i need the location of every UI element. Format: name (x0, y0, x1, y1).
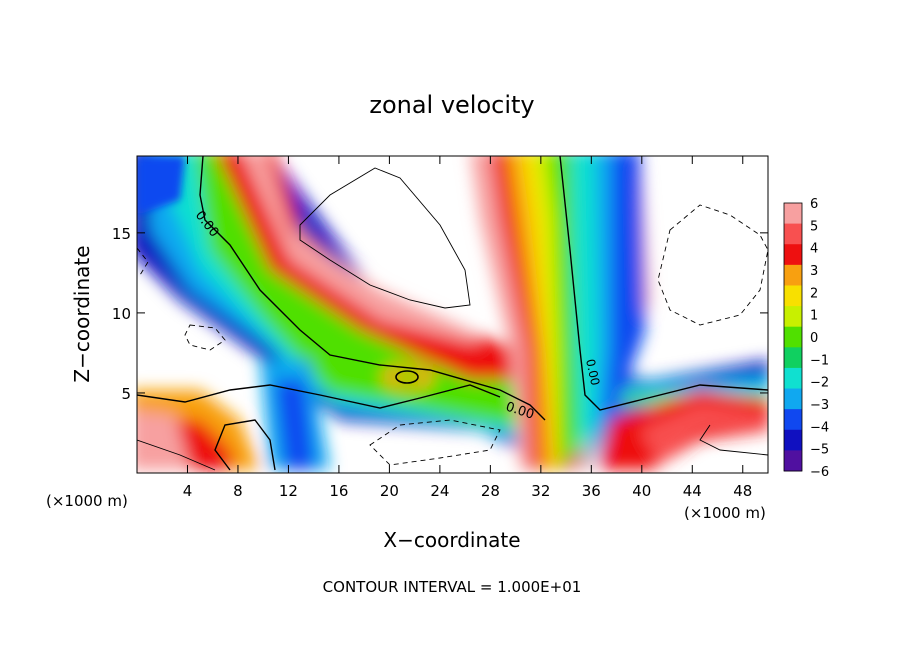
x-axis-label: X−coordinate (383, 528, 520, 552)
x-tick-label: 8 (233, 482, 243, 500)
y-tick-label: 5 (121, 385, 131, 403)
colorbar: 6 5 4 3 2 1 0 −1 −2 −3 −4 −5 −6 (783, 197, 829, 480)
colorbar-label: 4 (810, 242, 818, 257)
colorbar-swatch (784, 367, 802, 390)
colorbar-swatch (784, 409, 802, 431)
y-axis: 5 10 15 (112, 225, 768, 403)
x-tick-label: 20 (380, 482, 399, 500)
x-unit-right: (×1000 m) (684, 504, 766, 522)
x-tick-label: 40 (632, 482, 651, 500)
x-tick-label: 44 (683, 482, 702, 500)
x-tick-label: 4 (183, 482, 193, 500)
colorbar-swatch (784, 326, 802, 348)
x-tick-label: 32 (531, 482, 550, 500)
contour-lines (137, 156, 768, 471)
colorbar-label: 3 (810, 264, 818, 279)
colorbar-swatch (784, 347, 802, 369)
x-tick-label: 12 (279, 482, 298, 500)
colorbar-label: 1 (810, 309, 818, 324)
colorbar-swatch (784, 223, 802, 245)
colorbar-swatch (784, 244, 802, 266)
x-tick-label: 28 (481, 482, 500, 500)
colorbar-label: −3 (810, 398, 829, 413)
colorbar-swatch (784, 429, 802, 451)
x-tick-label: 36 (582, 482, 601, 500)
chart-title: zonal velocity (369, 91, 534, 119)
velocity-field (137, 156, 768, 473)
colorbar-swatch (784, 450, 802, 472)
colorbar-label: −2 (810, 376, 829, 391)
plot-frame (136, 155, 769, 474)
colorbar-label: 6 (810, 197, 818, 212)
colorbar-swatch (784, 264, 802, 286)
x-tick-label: 48 (733, 482, 752, 500)
x-tick-label: 16 (329, 482, 348, 500)
x-tick-label: 24 (430, 482, 449, 500)
contour-label: 0.00 (583, 358, 602, 387)
y-tick-label: 15 (112, 225, 131, 243)
colorbar-swatch (784, 203, 802, 225)
x-unit-left: (×1000 m) (46, 492, 128, 510)
colorbar-label: −1 (810, 353, 829, 368)
colorbar-label: −6 (810, 465, 829, 480)
x-axis: 4 8 12 16 20 24 28 32 36 40 44 48 (183, 156, 752, 500)
contour-interval-note: CONTOUR INTERVAL = 1.000E+01 (323, 578, 582, 596)
colorbar-label: 0 (810, 331, 818, 346)
colorbar-label: −5 (810, 443, 829, 458)
colorbar-label: 2 (810, 286, 818, 301)
y-axis-label: Z−coordinate (70, 245, 94, 382)
y-tick-label: 10 (112, 305, 131, 323)
colorbar-label: 5 (810, 219, 818, 234)
colorbar-swatch (784, 285, 802, 307)
colorbar-label: −4 (810, 420, 829, 435)
colorbar-swatch (784, 306, 802, 328)
colorbar-swatch (784, 388, 802, 410)
